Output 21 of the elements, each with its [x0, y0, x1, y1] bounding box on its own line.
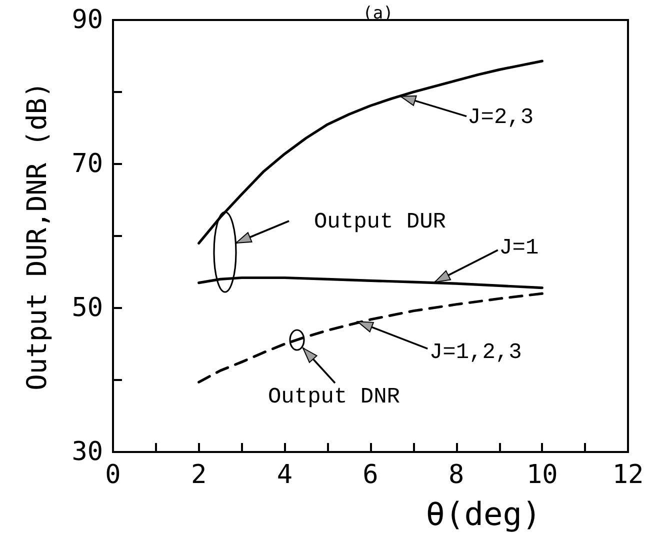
y-tick-label: 70 [72, 149, 103, 179]
annotation: Output DNR [268, 384, 400, 410]
x-tick-label: 12 [612, 460, 644, 490]
x-tick-label: 4 [276, 460, 292, 490]
y-tick-label: 30 [72, 437, 103, 467]
annotation: J=1 [499, 236, 539, 261]
x-tick-label: 10 [526, 460, 558, 490]
annotation: J=1,2,3 [429, 340, 522, 366]
chart-title: (a) [362, 4, 394, 24]
x-tick-label: 2 [191, 460, 207, 490]
x-tick-label: 0 [105, 460, 121, 490]
x-tick-label: 6 [362, 460, 378, 490]
y-tick-label: 90 [72, 5, 103, 35]
x-axis-title: θ(deg) [426, 495, 542, 533]
y-axis-title: Output DUR,DNR (dB) [22, 82, 53, 390]
x-tick-label: 8 [448, 460, 464, 490]
annotation: Output DUR [314, 210, 446, 234]
line-series [198, 292, 544, 384]
annotation: J=2,3 [468, 104, 534, 130]
y-tick-label: 50 [72, 293, 103, 323]
line-series [198, 276, 544, 290]
